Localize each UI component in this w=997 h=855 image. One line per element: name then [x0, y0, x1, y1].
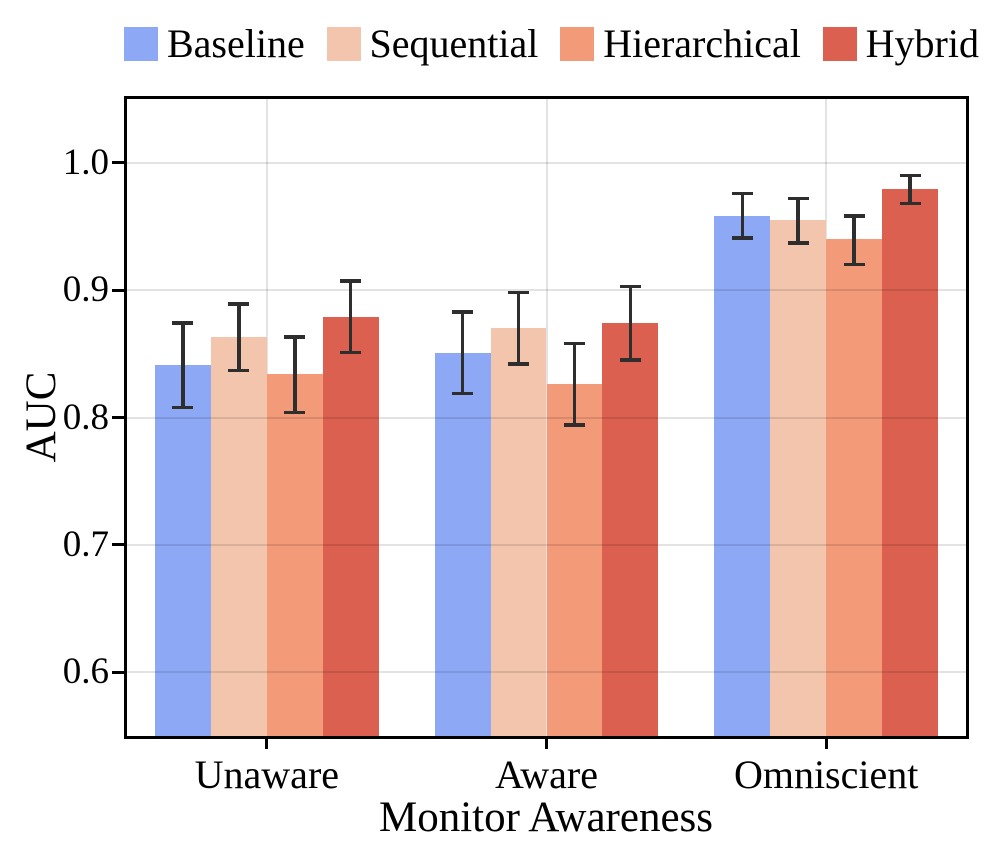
bar-sequential-unaware	[210, 337, 267, 736]
bar-hybrid-unaware	[322, 316, 379, 736]
legend-item-hybrid: Hybrid	[822, 21, 979, 66]
legend-label: Baseline	[167, 21, 305, 66]
error-bar-cap-bottom	[899, 201, 921, 206]
x-tick-mark	[824, 739, 828, 749]
legend-swatch-icon	[124, 27, 158, 61]
error-bar-cap-top	[452, 310, 474, 314]
error-bar-cap-bottom	[228, 368, 250, 373]
error-bar-cap-bottom	[172, 405, 194, 410]
legend-item-sequential: Sequential	[326, 21, 539, 66]
error-bar	[460, 311, 465, 394]
legend-item-hierarchical: Hierarchical	[560, 22, 801, 66]
x-tick-label: Unaware	[194, 752, 340, 797]
error-bar-cap-top	[787, 196, 809, 201]
x-axis-label: Monitor Awareness	[378, 794, 714, 841]
error-bar-cap-top	[731, 191, 753, 196]
error-bar	[516, 292, 521, 364]
legend-item-baseline: Baseline	[124, 22, 305, 66]
y-tick-mark	[112, 670, 124, 674]
error-bar-cap-top	[619, 284, 641, 289]
bar-baseline-unaware	[154, 365, 211, 736]
y-axis-label: AUC	[18, 371, 65, 463]
legend-swatch-icon	[822, 27, 857, 61]
x-tick-mark	[265, 739, 269, 749]
y-tick-mark	[112, 543, 124, 547]
x-tick-label: Aware	[495, 752, 598, 797]
y-tick-label: 0.6	[62, 651, 109, 693]
y-tick-label: 1.0	[62, 141, 109, 183]
error-bar	[572, 343, 577, 426]
error-bar	[181, 323, 185, 408]
y-tick-mark	[112, 288, 124, 292]
bar-hybrid-aware	[602, 323, 659, 736]
error-bar-cap-bottom	[508, 362, 530, 366]
legend-swatch-icon	[326, 27, 361, 61]
error-bar-cap-top	[843, 214, 865, 218]
error-bar	[908, 175, 912, 204]
error-bar	[796, 198, 800, 243]
legend: Baseline Sequential Hierarchical Hybrid	[124, 22, 979, 66]
bar-hybrid-omniscient	[882, 189, 939, 736]
bar-hierarchical-aware	[546, 384, 603, 736]
horizontal-gridline	[127, 543, 966, 546]
bar-hierarchical-omniscient	[826, 239, 883, 736]
legend-label: Sequential	[369, 21, 539, 66]
bar-sequential-omniscient	[770, 220, 827, 736]
y-tick-label: 0.7	[62, 523, 109, 565]
error-bar-cap-bottom	[452, 391, 474, 396]
bar-baseline-omniscient	[714, 216, 771, 736]
error-bar-cap-top	[508, 290, 530, 295]
error-bar-cap-bottom	[787, 241, 809, 245]
error-bar-cap-bottom	[284, 410, 306, 415]
error-bar-cap-top	[563, 341, 585, 346]
legend-swatch-icon	[560, 27, 595, 61]
y-tick-mark	[112, 416, 124, 419]
error-bar	[628, 286, 633, 361]
error-bar-cap-bottom	[340, 350, 362, 355]
error-bar	[348, 281, 353, 353]
error-bar-cap-top	[899, 173, 921, 178]
error-bar	[852, 216, 856, 265]
legend-label: Hierarchical	[603, 21, 801, 66]
plot-area: Unaware Aware Omniscient 1.0 0.9 0.8 0.7 0.6	[63, 96, 969, 797]
y-tick-mark	[112, 161, 124, 165]
horizontal-gridline	[127, 416, 966, 419]
x-tick-label: Omniscient	[733, 752, 919, 797]
error-bar-cap-bottom	[619, 358, 641, 362]
error-bar	[740, 193, 745, 238]
legend-label: Hybrid	[865, 21, 979, 66]
error-bar-cap-top	[340, 279, 362, 283]
y-tick-label: 0.9	[62, 269, 109, 311]
error-bar-cap-bottom	[731, 236, 753, 240]
bar-baseline-aware	[434, 352, 491, 736]
horizontal-gridline	[127, 289, 966, 292]
x-tick-mark	[545, 739, 548, 749]
error-bar-cap-top	[284, 335, 306, 339]
bar-hierarchical-unaware	[266, 374, 323, 736]
error-bar	[293, 337, 297, 413]
error-bar-cap-top	[172, 321, 194, 325]
error-bar-cap-bottom	[563, 423, 585, 427]
error-bar-cap-top	[228, 302, 250, 306]
y-tick-label: 0.8	[62, 396, 109, 438]
horizontal-gridline	[127, 161, 966, 164]
bar-sequential-aware	[490, 328, 547, 736]
horizontal-gridline	[127, 671, 966, 674]
error-bar-cap-bottom	[843, 262, 865, 267]
error-bar	[237, 304, 241, 371]
